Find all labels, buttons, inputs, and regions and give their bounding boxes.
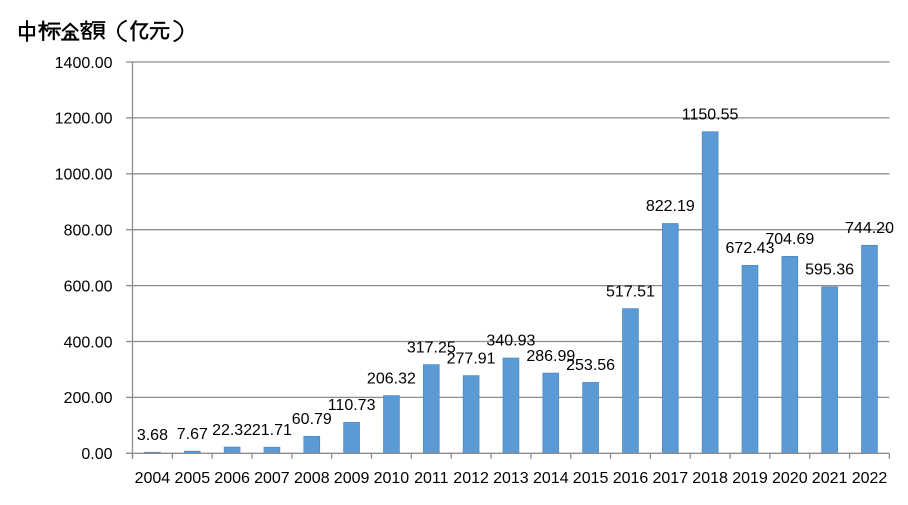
svg-text:206.32: 206.32 [367, 370, 416, 387]
svg-text:2007: 2007 [254, 470, 290, 487]
svg-text:2006: 2006 [214, 470, 250, 487]
svg-text:317.25: 317.25 [407, 339, 456, 356]
svg-text:1400.00: 1400.00 [55, 55, 113, 72]
svg-text:253.56: 253.56 [566, 357, 615, 374]
svg-text:2019: 2019 [732, 470, 768, 487]
svg-text:1000.00: 1000.00 [55, 167, 113, 184]
svg-text:2004: 2004 [135, 470, 171, 487]
svg-text:2020: 2020 [772, 470, 808, 487]
svg-text:3.68: 3.68 [137, 427, 168, 444]
svg-text:21.71: 21.71 [252, 422, 292, 439]
svg-text:2009: 2009 [334, 470, 370, 487]
svg-text:1200.00: 1200.00 [55, 111, 113, 128]
svg-text:2013: 2013 [493, 470, 529, 487]
svg-text:2021: 2021 [812, 470, 848, 487]
svg-text:286.99: 286.99 [526, 348, 575, 365]
svg-text:2017: 2017 [653, 470, 689, 487]
svg-text:2010: 2010 [374, 470, 410, 487]
svg-text:2012: 2012 [453, 470, 489, 487]
svg-text:22.32: 22.32 [212, 422, 252, 439]
svg-text:517.51: 517.51 [606, 283, 655, 300]
svg-text:2008: 2008 [294, 470, 330, 487]
svg-text:0.00: 0.00 [81, 446, 112, 463]
svg-text:60.79: 60.79 [292, 411, 332, 428]
svg-text:2015: 2015 [573, 470, 609, 487]
svg-text:200.00: 200.00 [64, 390, 113, 407]
svg-text:704.69: 704.69 [765, 231, 814, 248]
svg-text:400.00: 400.00 [64, 334, 113, 351]
svg-text:340.93: 340.93 [486, 333, 535, 350]
svg-text:2022: 2022 [852, 470, 888, 487]
svg-text:595.36: 595.36 [805, 262, 854, 279]
svg-text:2016: 2016 [613, 470, 649, 487]
svg-text:600.00: 600.00 [64, 278, 113, 295]
svg-text:7.67: 7.67 [177, 426, 208, 443]
svg-text:277.91: 277.91 [447, 350, 496, 367]
svg-text:110.73: 110.73 [328, 397, 376, 414]
svg-text:744.20: 744.20 [845, 220, 894, 237]
svg-text:2005: 2005 [175, 470, 211, 487]
svg-text:800.00: 800.00 [64, 223, 113, 240]
svg-text:2011: 2011 [414, 470, 449, 487]
svg-text:2018: 2018 [692, 470, 728, 487]
svg-text:672.43: 672.43 [726, 240, 775, 257]
svg-text:822.19: 822.19 [646, 198, 695, 215]
svg-text:2014: 2014 [533, 470, 569, 487]
svg-text:1150.55: 1150.55 [682, 106, 739, 123]
